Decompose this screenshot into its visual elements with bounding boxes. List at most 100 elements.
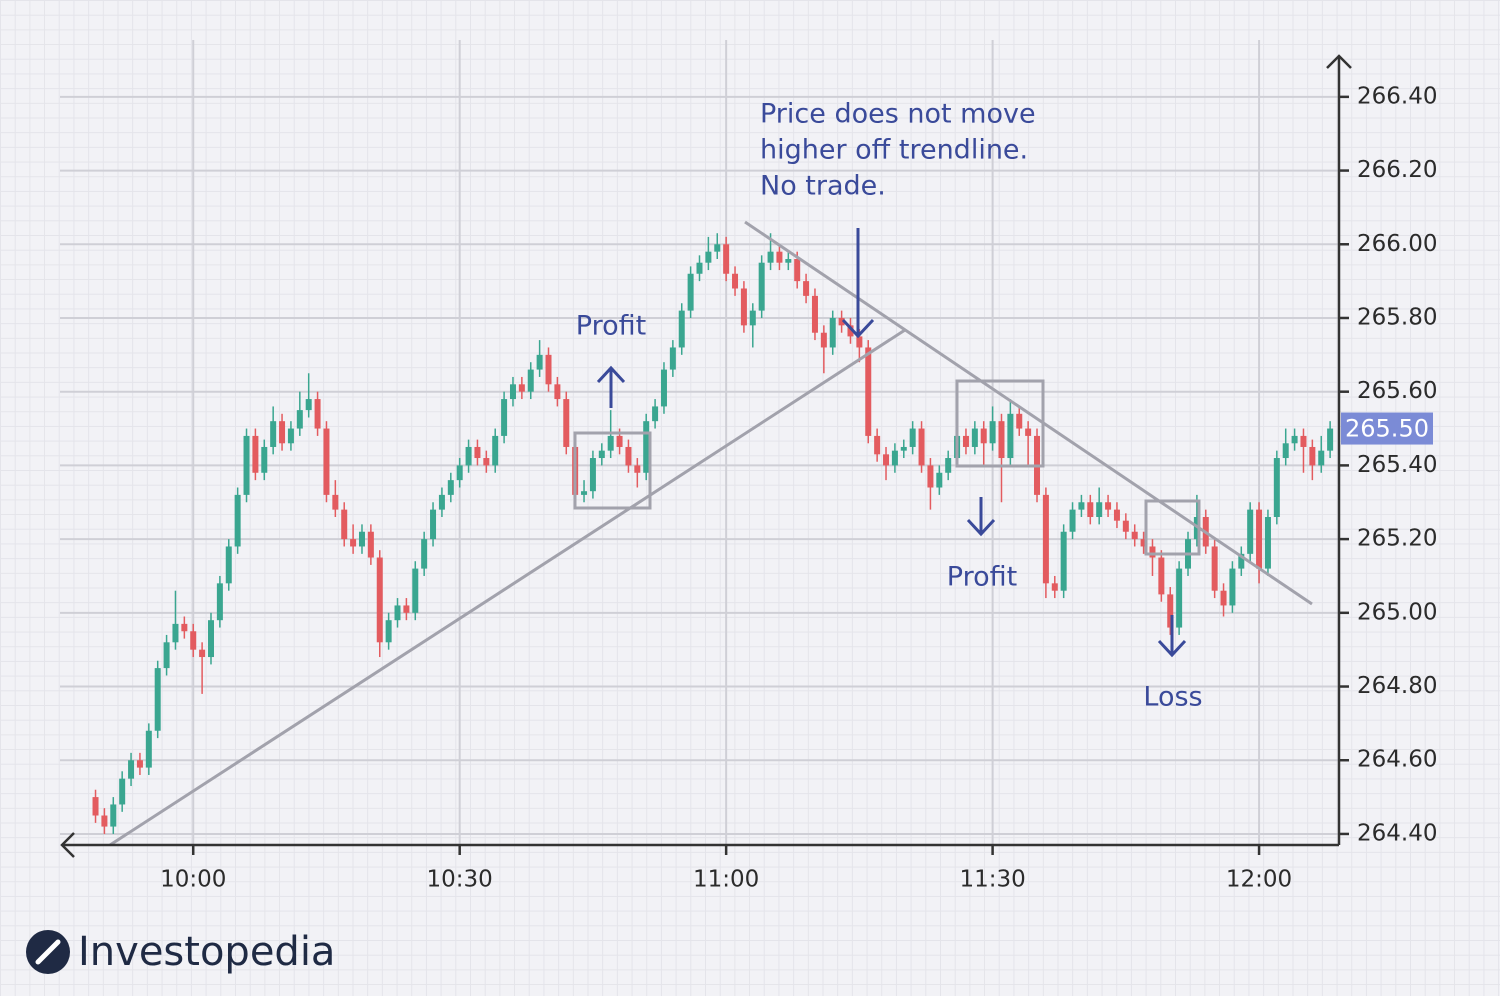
candle-body <box>900 446 907 451</box>
candle-body <box>927 465 934 488</box>
candle-body <box>1247 509 1254 554</box>
candle-body <box>847 325 854 337</box>
candle-body <box>634 465 641 473</box>
candle-body <box>1149 546 1156 558</box>
candle-body <box>1309 446 1316 466</box>
candle-body <box>1282 443 1289 459</box>
x-tick-label: 11:00 <box>693 867 759 893</box>
candle-body <box>1167 594 1174 628</box>
candle-body <box>598 450 605 459</box>
candle-body <box>376 557 383 643</box>
x-tick-label: 12:00 <box>1226 867 1292 893</box>
candle-body <box>483 458 490 466</box>
candle-body <box>758 262 765 311</box>
candle-body <box>119 778 126 805</box>
candle-body <box>1327 428 1334 451</box>
candle-body <box>527 369 534 392</box>
candle-body <box>545 354 552 385</box>
candle-body <box>199 649 206 658</box>
candle-body <box>447 480 454 495</box>
candle-body <box>563 399 570 447</box>
candle-body <box>998 421 1005 459</box>
candle-body <box>207 620 214 658</box>
candle-body <box>509 384 516 400</box>
candle-body <box>234 494 241 547</box>
candle-body <box>616 435 623 447</box>
y-tick-label: 266.20 <box>1357 157 1437 183</box>
labels: 264.40 264.60 264.80 265.00 265.20 265.40 265.… <box>160 83 1437 892</box>
candle-body <box>430 509 437 540</box>
candle-body <box>456 465 463 481</box>
candle-body <box>740 288 747 326</box>
candle-body <box>838 317 845 326</box>
candle-body <box>776 251 783 263</box>
candle-body <box>811 295 818 333</box>
x-tick-label: 10:00 <box>160 867 226 893</box>
candle-body <box>989 421 996 444</box>
candle-body <box>971 428 978 447</box>
up-arrow <box>596 365 626 408</box>
candle-body <box>358 531 365 547</box>
candle-body <box>172 623 179 643</box>
candle-body <box>1264 516 1271 569</box>
candle-body <box>323 428 330 495</box>
candle-body <box>261 446 268 473</box>
candle-body <box>243 435 250 495</box>
candle-body <box>678 310 685 348</box>
highlight-box <box>955 379 1045 468</box>
candle-body <box>492 435 499 466</box>
candle-body <box>1238 553 1245 569</box>
y-tick-label: 265.60 <box>1357 378 1437 404</box>
candle-body <box>820 332 827 348</box>
candle-body <box>643 421 650 473</box>
annotation: Profit <box>576 311 646 342</box>
candle-body <box>101 815 108 827</box>
candle-body <box>1291 435 1298 444</box>
candle-body <box>1087 502 1094 517</box>
candle-body <box>1273 458 1280 517</box>
candle-body <box>438 494 445 510</box>
y-tick-label: 266.40 <box>1357 83 1437 109</box>
candle-body <box>225 546 232 584</box>
candles <box>92 233 1334 834</box>
candle-body <box>181 623 188 632</box>
candle-body <box>1158 557 1165 595</box>
x-tick-label: 10:30 <box>427 867 493 893</box>
candle-body <box>385 620 392 643</box>
annotation: higher off trendline. <box>760 135 1028 166</box>
candle-body <box>1211 546 1218 591</box>
candle-body <box>785 259 792 263</box>
candle-body <box>918 428 925 466</box>
brand: Investopedia <box>78 929 335 975</box>
annotation: No trade. <box>760 171 886 202</box>
candle-body <box>660 369 667 407</box>
down-arrow <box>1157 615 1187 658</box>
candle-body <box>536 354 543 370</box>
candle-body <box>625 446 632 466</box>
candle-body <box>1300 435 1307 447</box>
candle-body <box>305 399 312 411</box>
logo-icon-mark <box>35 939 61 965</box>
candle-body <box>394 605 401 621</box>
candle-body <box>1113 509 1120 521</box>
candle-body <box>412 568 419 613</box>
candle-body <box>732 273 739 289</box>
arrows <box>596 228 1187 658</box>
candle-body <box>856 336 863 348</box>
y-tick-label: 265.40 <box>1357 452 1437 478</box>
candle-body <box>1007 413 1014 459</box>
candle-body <box>1096 502 1103 517</box>
x-tick-label: 11:30 <box>959 867 1025 893</box>
candle-body <box>332 494 339 510</box>
candle-body <box>190 631 197 650</box>
candle-body <box>279 421 286 444</box>
candle-body <box>1140 539 1147 547</box>
candle-body <box>723 244 730 274</box>
candle-body <box>1069 509 1076 532</box>
candle-body <box>794 259 801 282</box>
candle-body <box>110 804 117 827</box>
logo: Investopedia <box>26 929 335 975</box>
annotation: Profit <box>947 562 1017 593</box>
y-tick-label: 265.00 <box>1357 599 1437 625</box>
candle-body <box>421 539 428 569</box>
